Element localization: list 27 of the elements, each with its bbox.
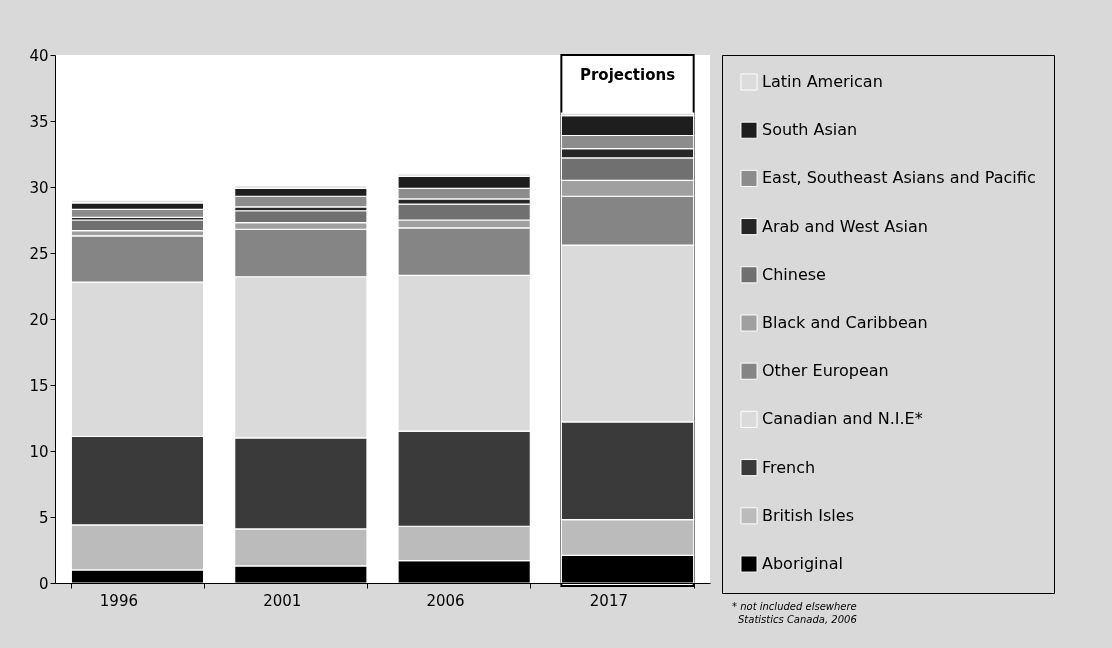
legend-label: Chinese <box>762 264 826 284</box>
y-tick-label: 0 <box>38 574 49 593</box>
legend-label: Aboriginal <box>762 554 843 573</box>
legend-label: Arab and West Asian <box>762 216 928 236</box>
y-tick-label: 5 <box>38 508 49 527</box>
text: * not included elsewhere <box>732 600 857 613</box>
y-tick-label: 25 <box>29 244 49 263</box>
legend-label: Latin American <box>762 72 883 91</box>
band-label: Projections <box>579 66 676 84</box>
x-tick-label: 2001 <box>263 591 302 610</box>
x-tick-label: 1996 <box>99 591 138 610</box>
y-tick-label: 40 <box>29 46 49 65</box>
text: Statistics Canada, 2006 <box>737 613 857 626</box>
legend-label: French <box>762 457 816 477</box>
y-tick-label: 15 <box>29 376 49 395</box>
y-tick-label: 10 <box>29 442 49 461</box>
x-tick-label: 2006 <box>426 591 465 610</box>
legend-label: South Asian <box>762 120 858 140</box>
legend-label: British Isles <box>762 505 854 525</box>
legend-label: Black and Caribbean <box>762 313 928 332</box>
legend-label: Canadian and N.I.E* <box>762 409 923 429</box>
y-tick-label: 35 <box>29 112 49 131</box>
y-tick-label: 30 <box>29 178 49 197</box>
y-tick-label: 20 <box>29 310 49 329</box>
legend-label: East, Southeast Asians and Pacific <box>762 168 1036 188</box>
legend-label: Other European <box>762 361 889 381</box>
x-tick-label: 2017 <box>589 591 629 610</box>
